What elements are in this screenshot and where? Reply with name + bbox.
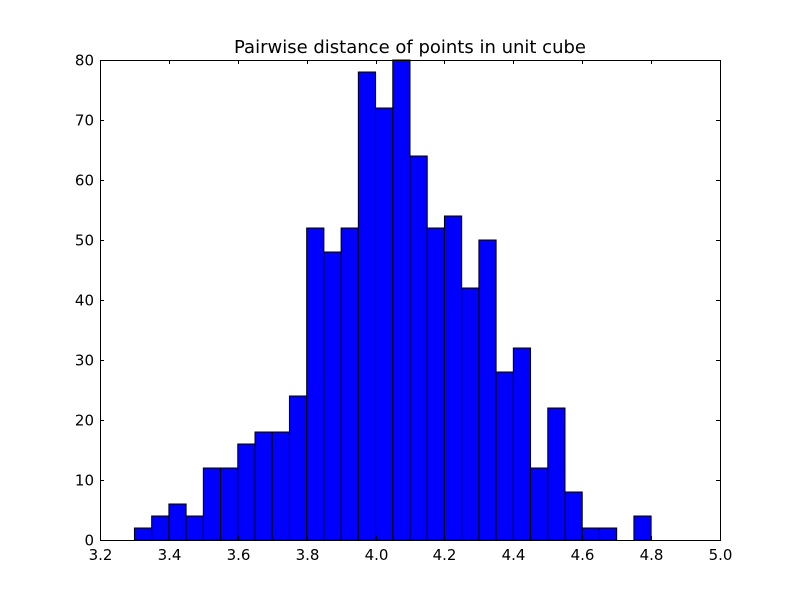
histogram-bar — [306, 227, 325, 541]
histogram-bar — [478, 239, 497, 541]
x-tick-label: 4.6 — [571, 546, 595, 564]
histogram-bar — [185, 515, 204, 541]
histogram-bar — [512, 347, 532, 541]
histogram-bar — [392, 59, 411, 541]
x-tick-label: 5.0 — [709, 546, 733, 564]
histogram-bar — [409, 155, 428, 541]
histogram-bar — [168, 503, 187, 541]
x-tick-label: 4.4 — [502, 546, 526, 564]
histogram-bar — [530, 467, 549, 541]
y-tick-label: 70 — [75, 112, 94, 130]
histogram-bar — [133, 527, 153, 541]
histogram-bar — [581, 527, 600, 541]
histogram-bar — [323, 251, 342, 541]
histogram-bar — [461, 287, 480, 541]
histogram-bar — [340, 227, 359, 541]
histogram-bar — [547, 407, 566, 541]
histogram-bar — [220, 467, 239, 541]
histogram-bar — [237, 443, 256, 541]
y-tick-label: 30 — [75, 352, 94, 370]
x-tick-label: 4.8 — [640, 546, 664, 564]
x-tick-label: 4.0 — [365, 546, 389, 564]
histogram-bar — [598, 527, 618, 541]
histogram-bar — [633, 515, 652, 541]
histogram-bar — [426, 227, 445, 541]
x-tick-label: 4.2 — [433, 546, 457, 564]
histogram-bar — [375, 107, 394, 541]
plot-frame — [100, 60, 721, 541]
histogram-bar — [271, 431, 290, 541]
x-tick-label: 3.6 — [227, 546, 251, 564]
y-tick-label: 20 — [75, 412, 94, 430]
axis-ticks: 3.2 3.4 3.6 3.8 4.0 4.2 4.4 4.6 4.8 5.0 0 10 20 30 40 5… — [75, 52, 733, 565]
y-tick-label: 60 — [75, 172, 94, 190]
histogram-bar — [357, 71, 377, 541]
histogram-bar — [564, 491, 583, 541]
histogram-bar — [254, 431, 273, 541]
x-tick-label: 3.8 — [296, 546, 320, 564]
y-tick-label: 40 — [75, 292, 94, 310]
y-tick-label: 80 — [75, 52, 94, 70]
histogram-bar — [495, 371, 514, 541]
y-tick-label: 50 — [75, 232, 94, 250]
histogram-bar — [151, 515, 170, 541]
x-tick-label: 3.4 — [158, 546, 182, 564]
x-tick-label: 3.2 — [89, 546, 113, 564]
histogram-bar — [202, 467, 222, 541]
chart-title: Pairwise distance of points in unit cube — [234, 37, 586, 58]
histogram-bar — [288, 395, 308, 541]
histogram-bar — [443, 215, 463, 541]
histogram-bars — [133, 59, 652, 541]
y-tick-label: 10 — [75, 472, 94, 490]
y-tick-label: 0 — [84, 532, 94, 550]
